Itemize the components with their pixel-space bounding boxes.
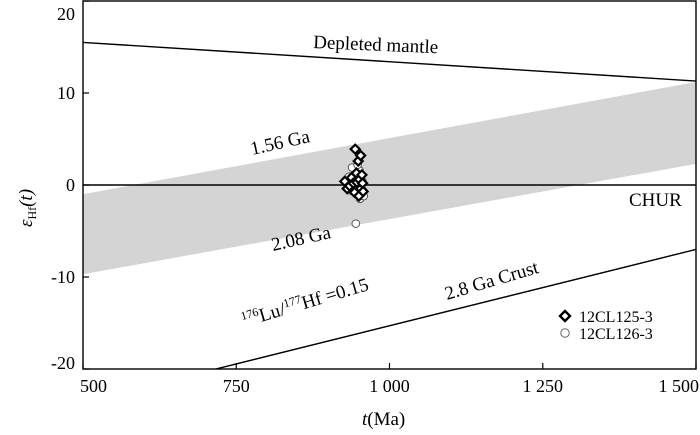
legend-circle-marker <box>560 328 570 338</box>
legend: 12CL125-3 12CL126-3 <box>558 309 653 343</box>
chur-label: CHUR <box>629 190 682 211</box>
y-axis-title: εHf(t) <box>16 189 39 227</box>
axis-ticks: 500 750 1 000 1 250 1 500 20 10 0 -10 -20 <box>51 0 700 396</box>
legend-series-1-label: 12CL125-3 <box>579 309 653 326</box>
y-tick-label: 20 <box>57 4 75 24</box>
lu-hf-hf: Hf =0.15 <box>299 274 371 314</box>
y-tick-label: 10 <box>57 83 75 103</box>
y-tick-label: -20 <box>51 353 75 373</box>
legend-diamond-marker <box>558 309 572 323</box>
x-tick-label: 750 <box>223 376 250 396</box>
point-12cl125-3 <box>354 149 367 162</box>
legend-series-2-label: 12CL126-3 <box>579 326 653 343</box>
x-tick-label: 1 250 <box>523 376 564 396</box>
data-points <box>338 143 370 228</box>
point-12cl125-3 <box>357 185 370 198</box>
depleted-mantle-label: Depleted mantle <box>313 32 439 58</box>
crust-evolution-line <box>213 248 696 369</box>
point-12cl126-3 <box>351 219 361 228</box>
x-tick-label: 1 500 <box>659 376 700 396</box>
x-tick-label: 1 000 <box>369 376 410 396</box>
depleted-mantle-line <box>83 41 696 82</box>
point-12cl125-3 <box>349 143 362 156</box>
lu-hf-label: 176Lu/177Hf =0.15 <box>239 272 371 331</box>
lu-hf-sup-176: 176 <box>239 305 260 324</box>
x-tick-label: 500 <box>80 376 107 396</box>
gray-age-band <box>83 81 696 275</box>
y-tick-label: 0 <box>66 175 75 195</box>
crust-label: 2.8 Ga Crust <box>442 257 541 305</box>
x-axis-title: t(Ma) <box>362 409 405 430</box>
lu-hf-sup-177: 177 <box>281 292 302 311</box>
y-tick-label: -10 <box>51 267 75 287</box>
